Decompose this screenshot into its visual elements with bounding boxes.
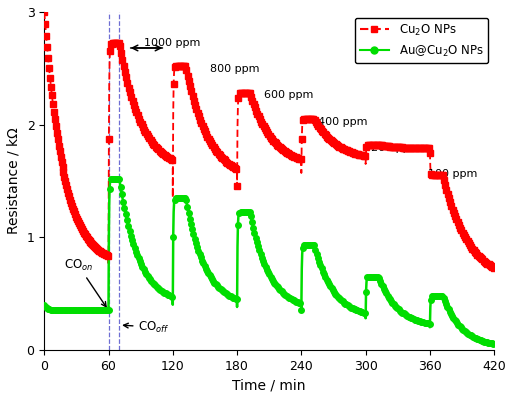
Text: 200 ppm: 200 ppm	[371, 143, 421, 153]
Text: CO$_{on}$: CO$_{on}$	[64, 258, 106, 307]
Y-axis label: Resistance / kΩ: Resistance / kΩ	[7, 128, 21, 234]
Text: 800 ppm: 800 ppm	[210, 64, 260, 74]
Text: 1000 ppm: 1000 ppm	[144, 38, 200, 48]
Text: CO$_{off}$: CO$_{off}$	[124, 320, 170, 335]
X-axis label: Time / min: Time / min	[232, 378, 306, 392]
Text: 600 ppm: 600 ppm	[264, 90, 313, 100]
Text: 400 ppm: 400 ppm	[319, 117, 368, 127]
Legend: Cu$_2$O NPs, Au@Cu$_2$O NPs: Cu$_2$O NPs, Au@Cu$_2$O NPs	[355, 18, 488, 63]
Text: 100 ppm: 100 ppm	[428, 169, 477, 179]
